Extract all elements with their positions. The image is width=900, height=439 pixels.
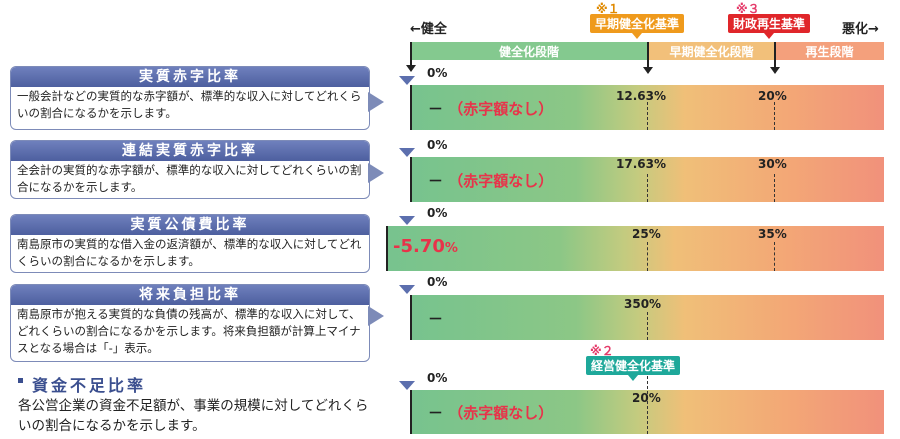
value-note: （赤字額なし） [448, 172, 554, 190]
indicator-value: － （赤字額なし） [428, 402, 553, 423]
value-dash: － [428, 404, 444, 422]
threshold2-label: 30% [758, 157, 787, 171]
threshold1-line [647, 174, 648, 202]
value-dash: － [428, 172, 444, 190]
rebuild-marker-arrow [770, 42, 780, 74]
management-standard-tag: 経営健全化基準 [586, 356, 681, 381]
indicator-description: 南島原市の実質的な借入金の返済額が、標準的な収入に対してどれくらいの割合になるか… [17, 237, 362, 268]
zero-triangle [399, 76, 415, 85]
fiscal-rebuild-standard-tag: 財政再生基準 [728, 14, 811, 39]
bar-axis [410, 295, 412, 340]
bar-axis [410, 85, 412, 130]
indicator-description: 南島原市が抱える実質的な負債の残高が、標準的な収入に対して、どれくらいの割合にな… [17, 307, 361, 355]
card-pointer [368, 306, 384, 326]
threshold2-line [774, 174, 775, 202]
zero-triangle [399, 381, 415, 390]
indicator-card-future-burden: 将来負担比率 南島原市が抱える実質的な負債の残高が、標準的な収入に対して、どれく… [10, 284, 370, 362]
threshold1-line [647, 312, 648, 340]
stage-early: 早期健全化段階 [648, 42, 775, 60]
threshold2-line [774, 242, 775, 271]
indicator-title: 実質公債費比率 [11, 215, 369, 235]
indicator-description: 各公営企業の資金不足額が、事業の規模に対してどれくらいの割合になるかを示します。 [18, 398, 369, 434]
zero-label: 0% [427, 138, 448, 152]
fund-bullet [18, 378, 23, 383]
bar-axis [410, 390, 412, 434]
good-direction-label: ←健全 [410, 22, 447, 37]
value-dash: － [428, 310, 444, 328]
indicator-title: 資金不足比率 [32, 376, 147, 395]
zero-label: 0% [427, 206, 448, 220]
threshold2-line [774, 102, 775, 130]
zero-triangle [399, 285, 415, 294]
threshold2-label: 35% [758, 227, 787, 241]
indicator-description: 全会計の実質的な赤字額が、標準的な収入に対してどれくらいの割合になるかを示します… [17, 163, 362, 194]
bad-direction-label: 悪化→ [842, 22, 879, 37]
indicator-title: 連結実質赤字比率 [11, 141, 369, 161]
bar-axis [386, 226, 388, 271]
card-pointer [368, 92, 384, 112]
indicator-bar-debt-service [386, 226, 884, 271]
zero-label: 0% [427, 66, 448, 80]
threshold1-label: 25% [632, 227, 661, 241]
value-note: （赤字額なし） [448, 100, 554, 118]
threshold1-line [647, 242, 648, 271]
indicator-description: 一般会計などの実質的な赤字額が、標準的な収入に対してどれくらいの割合になるかを示… [17, 89, 362, 120]
early-health-standard-tag: 早期健全化基準 [590, 14, 685, 39]
threshold1-label: 17.63% [616, 157, 666, 171]
zero-triangle [399, 216, 415, 225]
indicator-value: － [428, 308, 443, 329]
indicator-card-deficit: 実質赤字比率 一般会計などの実質的な赤字額が、標準的な収入に対してどれくらいの割… [10, 66, 370, 130]
stage-rebuild: 再生段階 [775, 42, 884, 60]
value-unit: % [444, 241, 458, 256]
indicator-card-debt-service: 実質公債費比率 南島原市の実質的な借入金の返済額が、標準的な収入に対してどれくら… [10, 214, 370, 273]
card-pointer [368, 163, 384, 183]
zero-label: 0% [427, 371, 448, 385]
indicator-title: 将来負担比率 [11, 285, 369, 305]
value-dash: － [428, 100, 444, 118]
indicator-value: － （赤字額なし） [428, 170, 553, 191]
indicator-value: -5.70% [393, 236, 458, 257]
early-marker-arrow [643, 42, 653, 74]
threshold1-label: 350% [624, 297, 662, 311]
value-note: （赤字額なし） [448, 404, 554, 422]
zero-marker-arrow [406, 42, 416, 72]
note-2: ※２ [590, 344, 614, 358]
threshold1-line [647, 376, 648, 434]
indicator-value: － （赤字額なし） [428, 98, 553, 119]
zero-label: 0% [427, 275, 448, 289]
threshold1-label: 12.63% [616, 89, 666, 103]
threshold1-label: 20% [632, 391, 661, 405]
threshold2-label: 20% [758, 89, 787, 103]
note-1: ※１ [596, 2, 620, 16]
value-number: -5.70 [393, 236, 445, 257]
indicator-card-consolidated: 連結実質赤字比率 全会計の実質的な赤字額が、標準的な収入に対してどれくらいの割合… [10, 140, 370, 199]
stage-healthy: 健全化段階 [410, 42, 648, 60]
note-3: ※３ [736, 2, 760, 16]
bar-axis [410, 157, 412, 202]
indicator-title: 実質赤字比率 [11, 67, 369, 87]
zero-triangle [399, 148, 415, 157]
threshold1-line [647, 102, 648, 130]
